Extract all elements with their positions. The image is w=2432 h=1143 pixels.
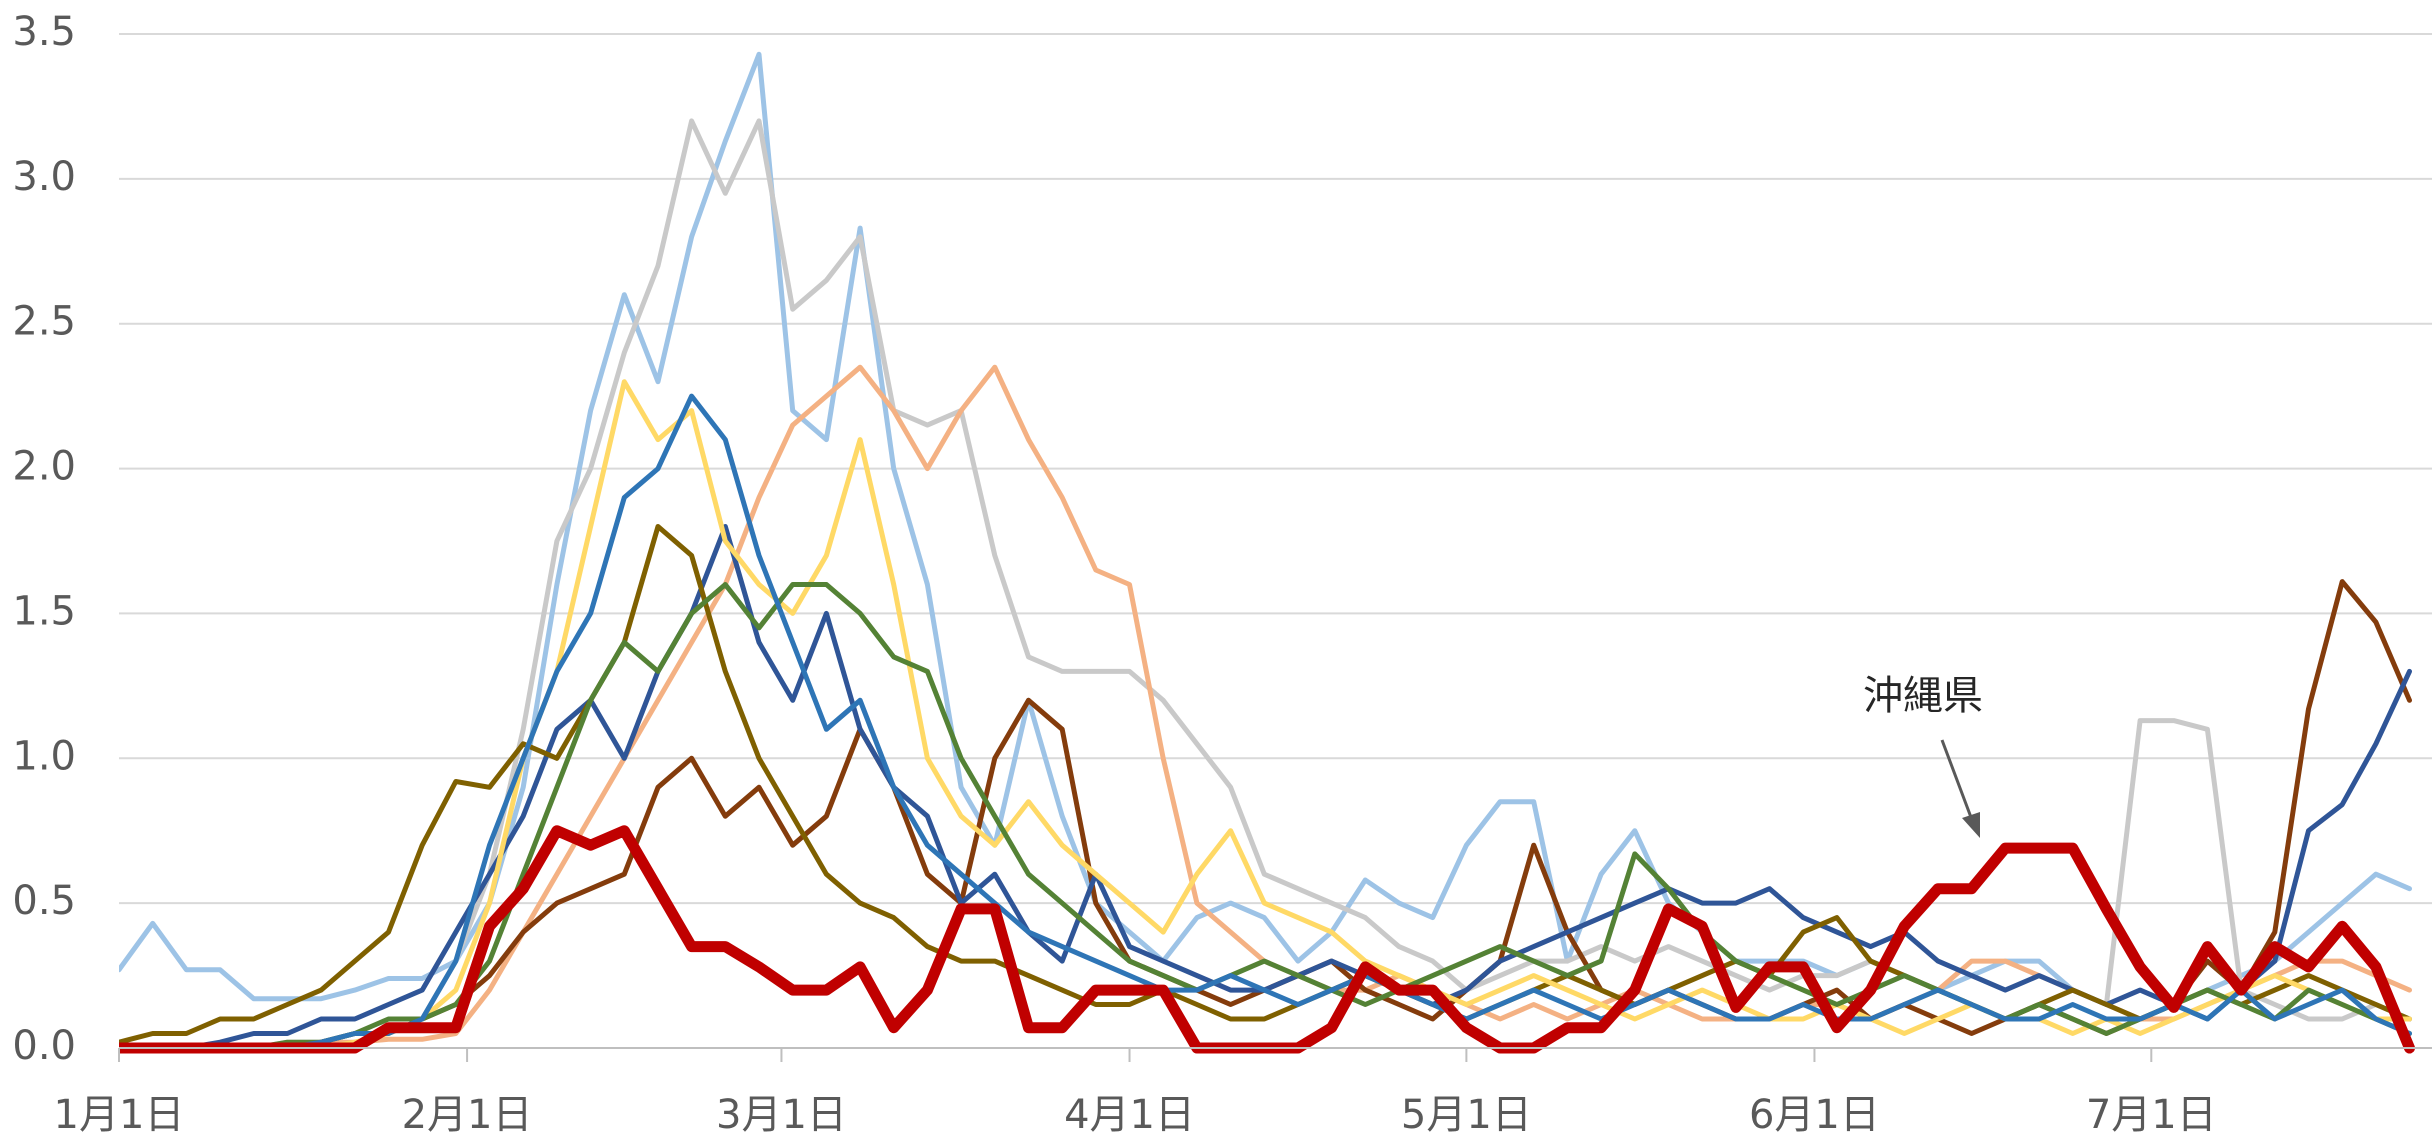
axes: 0.0 0.5 1.0 1.5 2.0 2.5 3.0 3.5 1月1日 2月1日 3月1日 4月1日… [12, 9, 2432, 1138]
y-tick-label: 3.5 [12, 9, 76, 55]
series-line [119, 393, 2412, 1051]
x-tick-label: 1月1日 [54, 1092, 185, 1138]
x-tick-label: 4月1日 [1064, 1092, 1195, 1138]
y-tick-label: 1.0 [12, 733, 76, 779]
x-tick-label: 2月1日 [402, 1092, 533, 1138]
series-line [119, 524, 2412, 1045]
y-tick-label: 1.5 [12, 588, 76, 634]
grid [119, 33, 2432, 1049]
y-tick-label: 2.5 [12, 299, 76, 345]
x-tick-label: 5月1日 [1401, 1092, 1532, 1138]
plot-area [119, 51, 2415, 1054]
y-tick-label: 2.0 [12, 444, 76, 490]
y-tick-label: 3.0 [12, 154, 76, 200]
annotation: 沖縄県 [1863, 673, 1983, 719]
y-tick-label: 0.5 [12, 878, 76, 924]
series-line [119, 118, 2412, 1051]
annotation-arrow [1940, 739, 1974, 821]
annotation-arrowhead [1962, 812, 1980, 838]
series-line [119, 582, 2412, 1051]
x-tick-label: 7月1日 [2086, 1092, 2217, 1138]
y-tick-label: 0.0 [12, 1023, 76, 1069]
x-tick-label: 6月1日 [1749, 1092, 1880, 1138]
x-tick-label: 3月1日 [716, 1092, 847, 1138]
